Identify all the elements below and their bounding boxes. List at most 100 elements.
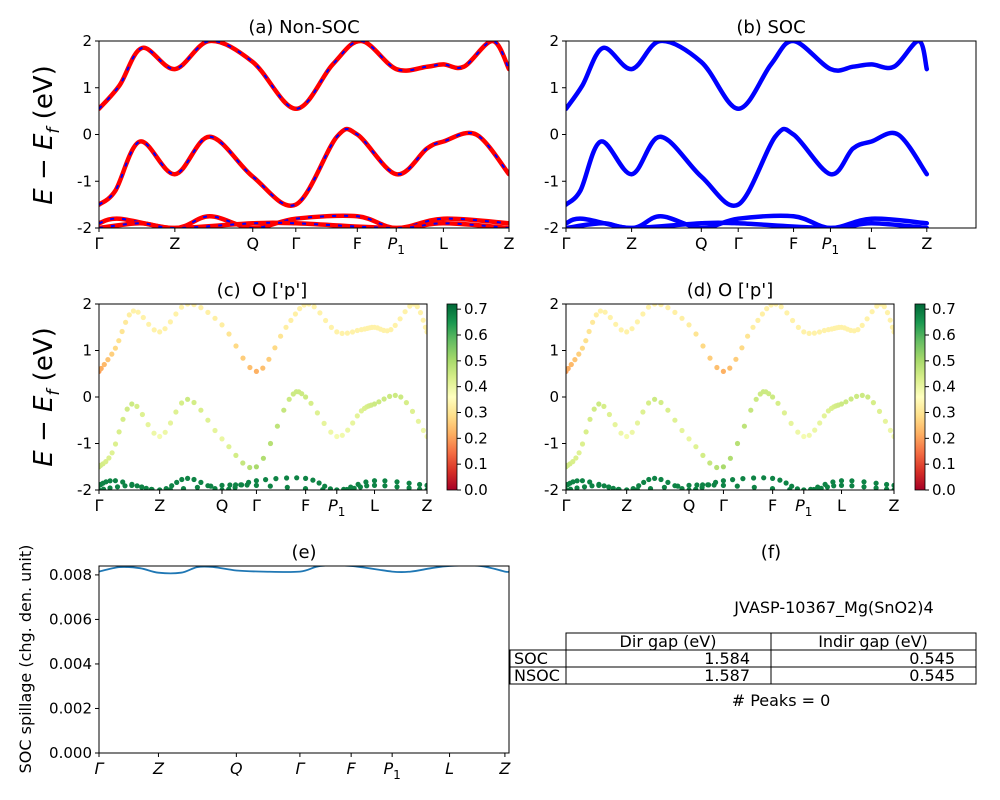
projection-point (634, 420, 641, 426)
colorbar-tick-label: 0.4 (464, 378, 488, 396)
projection-point (149, 486, 155, 490)
projection-point (145, 422, 151, 428)
projection-point (579, 441, 586, 447)
xtick-label: Z (422, 496, 433, 515)
projection-point (212, 315, 218, 321)
xtick-label-text: F (768, 496, 777, 515)
projection-point (253, 368, 259, 374)
panel-a-plot (99, 41, 509, 228)
colorbar-tick-label: 0.0 (932, 481, 956, 499)
xtick-label: Q (230, 759, 243, 778)
xtick-label-text: Z (154, 496, 165, 515)
ytick-label: 1 (549, 342, 559, 360)
projection-point (314, 410, 320, 416)
xtick-label: Γ (562, 496, 571, 515)
projection-point (572, 357, 578, 363)
projection-point (198, 305, 204, 311)
colorbar-tick-label: 0.1 (932, 455, 956, 473)
ytick-label: -2 (544, 219, 559, 237)
projection-point (320, 487, 326, 490)
projection-point (116, 429, 122, 435)
ytick-label: 0.002 (49, 699, 92, 717)
projection-point (824, 484, 831, 490)
xtick-label: Q (695, 234, 708, 253)
projection-point (705, 482, 711, 488)
projection-point (120, 479, 126, 485)
projection-point (334, 433, 340, 440)
projection-point (233, 482, 239, 488)
projection-point (194, 484, 200, 490)
projection-point (869, 309, 875, 315)
projection-point (876, 408, 883, 414)
panel-b-yticks: -2 -1 0 1 2 (544, 32, 566, 237)
ytick-label: 2 (82, 32, 92, 50)
projection-point (838, 401, 845, 407)
projection-point (788, 420, 794, 426)
xtick-label-text: Γ (719, 496, 728, 515)
projection-point (267, 483, 273, 489)
projection-point (247, 464, 253, 471)
xtick-label-text: Q (246, 234, 259, 253)
projection-point (873, 480, 879, 486)
projection-point (303, 394, 309, 400)
projection-point (402, 309, 408, 315)
projection-point (407, 304, 413, 309)
projection-point (781, 410, 788, 416)
projection-point (409, 408, 416, 414)
projection-point (327, 486, 333, 490)
projection-point (630, 486, 636, 490)
projection-point (753, 396, 759, 402)
projection-point (770, 394, 776, 400)
projection-point (191, 476, 197, 483)
panel-d-yticks: -2 -1 0 1 2 (544, 295, 566, 499)
ylabel-row2-main: E − E (29, 395, 59, 467)
xtick-label-text: Z (152, 759, 165, 778)
projection-point (406, 480, 412, 486)
colorbar-tick-label: 0.3 (932, 404, 956, 422)
projection-point (889, 324, 894, 330)
xtick-label: P1 (822, 234, 839, 257)
gap-table-header-indir: Indir gap (eV) (818, 632, 928, 651)
projection-point (764, 306, 770, 312)
ytick-label: -2 (77, 219, 92, 237)
projection-point (783, 480, 789, 486)
xtick-label-text: Q (695, 234, 708, 253)
projection-point (388, 327, 394, 333)
band-line (566, 126, 930, 208)
projection-point (567, 486, 574, 490)
xtick-label-text: Γ (295, 759, 305, 778)
xtick-label: Γ (291, 234, 300, 253)
projection-point (865, 394, 871, 400)
xtick-label-text: F (353, 234, 362, 253)
xtick-label-text: F (347, 759, 357, 778)
projection-point (861, 479, 867, 485)
xtick-label-text: Γ (291, 234, 300, 253)
projection-point (586, 328, 592, 335)
projection-point (576, 450, 582, 456)
projection-point (766, 391, 772, 397)
panel-c-yticks: -2 -1 0 1 2 (77, 295, 99, 499)
gap-table-header-dir: Dir gap (eV) (620, 632, 717, 651)
projection-point (266, 356, 272, 362)
projection-point (288, 317, 294, 323)
projection-point (759, 311, 766, 317)
ylabel-row1-main: E − E (29, 133, 59, 205)
projection-point (417, 481, 423, 488)
panel-e-plot (99, 566, 509, 575)
projection-point (570, 459, 576, 465)
projection-point (831, 483, 837, 489)
projection-point (859, 322, 865, 328)
projection-point (162, 326, 168, 332)
projection-point (415, 418, 421, 424)
projection-point (226, 331, 232, 337)
projection-point (382, 478, 388, 484)
gap-table-row-soc-dir: 1.584 (704, 649, 750, 668)
projection-point (157, 329, 163, 335)
projection-point (169, 483, 175, 489)
projection-point (730, 477, 736, 483)
xtick-label-text: Z (889, 496, 900, 515)
colorbar-tick-label: 0.0 (464, 481, 488, 499)
ylabel-row1: E − Ef (eV) (29, 65, 64, 205)
